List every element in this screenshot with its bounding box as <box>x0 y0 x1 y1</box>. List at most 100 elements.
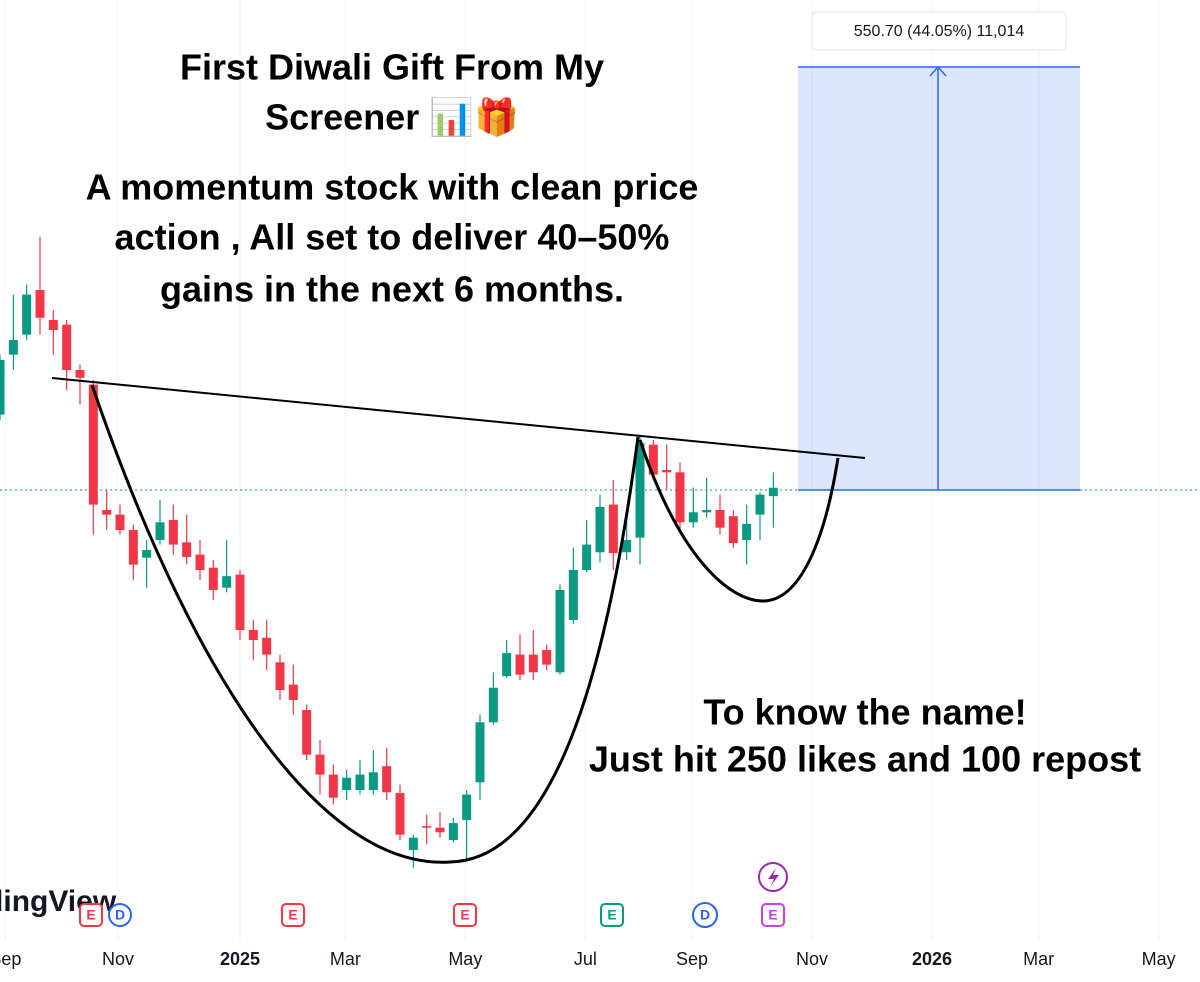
event-badge <box>108 903 132 927</box>
event-badge <box>761 903 785 927</box>
note-line: gains in the next 6 months. <box>160 269 624 310</box>
x-tick-label: Sep <box>0 949 21 969</box>
candle-body <box>648 444 658 475</box>
x-tick-label: Mar <box>1023 949 1054 969</box>
event-badge <box>281 903 305 927</box>
candle-body <box>742 523 752 540</box>
event-label: E <box>86 907 95 923</box>
candle-body <box>675 472 685 523</box>
candle-body <box>688 512 698 523</box>
event-badge <box>79 903 103 927</box>
candle-body <box>275 662 285 690</box>
event-label: E <box>288 907 297 923</box>
x-tick-label: Jul <box>574 949 597 969</box>
x-tick-label: Sep <box>676 949 708 969</box>
candle-body <box>62 324 72 370</box>
handle-curve <box>638 439 840 603</box>
event-badge <box>692 902 718 928</box>
candle-body <box>88 384 98 505</box>
x-axis: Sep Nov 2025 Mar May Jul Sep Nov 2026 Mar May <box>0 949 1176 969</box>
event-label: E <box>607 907 616 923</box>
candle-body <box>35 290 45 318</box>
cta-line: Just hit 250 likes and 100 repost <box>589 739 1141 780</box>
lightning-icon <box>768 868 779 887</box>
candle-body <box>328 774 338 798</box>
candle-body <box>315 754 325 775</box>
candle-body <box>715 510 725 528</box>
trend-line <box>51 377 866 459</box>
candle-body <box>262 637 272 655</box>
x-tick-label: May <box>448 949 482 969</box>
event-label: E <box>768 907 777 923</box>
event-label: D <box>700 907 710 923</box>
candle-body <box>0 360 5 415</box>
title-line: First Diwali Gift From My <box>180 47 604 88</box>
x-tick-label: Nov <box>796 949 828 969</box>
x-tick-label: Nov <box>102 949 134 969</box>
candle-body <box>755 494 765 515</box>
candle-body <box>542 650 552 665</box>
candle-body <box>608 504 618 554</box>
event-label: E <box>460 907 469 923</box>
x-tick-label: May <box>1142 949 1176 969</box>
candle-body <box>168 520 178 545</box>
candle-body <box>582 544 592 570</box>
candle-body <box>462 794 472 820</box>
candle-body <box>568 570 578 620</box>
candle-body <box>382 766 392 793</box>
event-label: D <box>115 907 125 923</box>
note-line: A momentum stock with clean price <box>86 167 699 208</box>
candle-body <box>448 823 458 840</box>
candle-body <box>435 827 445 833</box>
measure-label-box <box>811 11 1067 51</box>
candle-body <box>555 590 565 673</box>
candle-body <box>102 510 112 515</box>
candle-body <box>622 540 632 553</box>
measure-arrowhead <box>929 65 947 77</box>
candle-body <box>395 793 405 835</box>
grid <box>4 0 1160 940</box>
candle-body <box>528 654 538 673</box>
candle-body <box>408 837 418 850</box>
measure-label: 550.70 (44.05%) 11,014 <box>854 23 1025 40</box>
note-line: action , All set to deliver 40–50% <box>115 217 670 258</box>
x-tick-label: 2025 <box>220 949 260 969</box>
candle-body <box>155 522 165 540</box>
candle-body <box>502 653 512 677</box>
candle-body <box>515 654 525 675</box>
event-badge <box>453 903 477 927</box>
x-tick-label: Mar <box>330 949 361 969</box>
candle-body <box>488 687 498 723</box>
candle-body <box>235 574 245 630</box>
candle-body <box>342 777 352 790</box>
candle-body <box>662 470 672 473</box>
candle-body <box>208 567 218 590</box>
candle-body <box>115 514 125 530</box>
candle-body <box>595 506 605 553</box>
candle-body <box>222 576 232 588</box>
candle-body <box>728 516 738 544</box>
candle-body <box>422 826 432 828</box>
candle-body <box>288 684 298 700</box>
cup-curve <box>90 384 640 864</box>
candle-body <box>128 530 138 565</box>
candle-body <box>142 550 152 558</box>
candle-body <box>22 294 32 335</box>
candle-body <box>75 370 85 378</box>
candle-body <box>48 320 58 330</box>
candle-body <box>355 774 365 790</box>
measure-box <box>798 67 1080 490</box>
event-markers: E D E E E D E <box>79 862 788 928</box>
candle-body <box>182 542 192 557</box>
x-tick-label: 2026 <box>912 949 952 969</box>
candle-body <box>702 510 712 513</box>
cta-line: To know the name! <box>703 692 1026 733</box>
candle-body <box>635 443 645 538</box>
candle-body <box>8 340 18 355</box>
candle-body <box>248 630 258 640</box>
candles <box>0 236 778 868</box>
candle-body <box>302 710 312 755</box>
candle-body <box>768 487 778 497</box>
